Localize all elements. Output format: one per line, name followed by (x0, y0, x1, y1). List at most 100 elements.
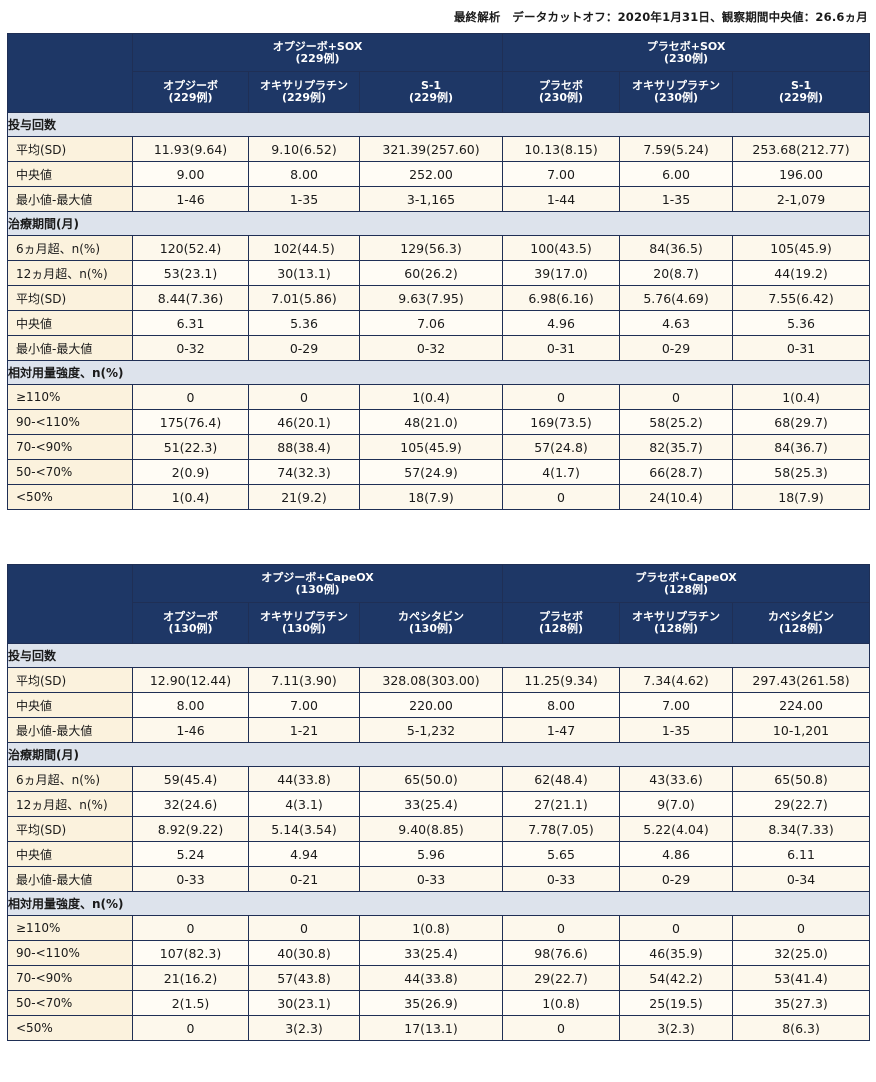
table-cell: 6.00 (619, 161, 734, 187)
table-row: 平均(SD) 12.90(12.44) 7.11(3.90) 328.08(303.0… (7, 667, 871, 693)
table-cell: 17(13.1) (358, 1015, 504, 1041)
table-cell: 297.43(261.58) (732, 667, 871, 693)
row-label: 12ヵ月超、n(%) (7, 791, 133, 817)
table-cell: 175(76.4) (132, 409, 249, 435)
table-cell: 21(16.2) (132, 965, 249, 991)
table-cell: 4.63 (619, 310, 734, 336)
row-label: 70-<90% (7, 965, 133, 991)
table-cell: 8(6.3) (732, 1015, 871, 1041)
table-cell: 44(33.8) (358, 965, 504, 991)
row-label: <50% (7, 484, 133, 510)
column-header: カペシタビン (130例) (358, 602, 504, 644)
table-cell: 1(0.4) (732, 384, 871, 410)
table-cell: 4.86 (619, 841, 734, 867)
table-cell: 0 (132, 1015, 249, 1041)
table-cell: 8.44(7.36) (132, 285, 249, 311)
table-cell: 4(1.7) (502, 459, 621, 485)
table-cell: 58(25.2) (619, 409, 734, 435)
section-header-row: 相対用量強度、n(%) (6, 891, 871, 916)
table-row: 最小値-最大値 1-46 1-35 3-1,165 1-44 1-35 2-1,079 (7, 186, 871, 212)
table-cell: 51(22.3) (132, 434, 249, 460)
table-row: 中央値 9.00 8.00 252.00 7.00 6.00 196.00 (7, 161, 871, 187)
table-row: ≥110% 0 0 1(0.4) 0 0 1(0.4) (7, 384, 871, 410)
table-cell: 0-29 (619, 866, 734, 892)
table-cell: 9(7.0) (619, 791, 734, 817)
table-cell: 0-34 (732, 866, 871, 892)
analysis-caption: 最終解析 データカットオフ：2020年1月31日、観察期間中央値：26.6ヵ月 (453, 10, 868, 24)
table-cell: 1-47 (502, 717, 621, 743)
table-cell: 44(19.2) (732, 260, 871, 286)
table-cell: 35(26.9) (358, 990, 504, 1016)
table-cell: 25(19.5) (619, 990, 734, 1016)
table-cell: 252.00 (358, 161, 504, 187)
table-cell: 9.40(8.85) (358, 816, 504, 842)
section-title: 相対用量強度、n(%) (6, 360, 871, 385)
row-label: 90-<110% (7, 409, 133, 435)
row-label: 50-<70% (7, 990, 133, 1016)
table-cell: 82(35.7) (619, 434, 734, 460)
table-cell: 48(21.0) (358, 409, 504, 435)
table-cell: 1(0.8) (502, 990, 621, 1016)
table-cell: 0 (619, 384, 734, 410)
table-cell: 57(24.8) (502, 434, 621, 460)
table-cell: 33(25.4) (358, 791, 504, 817)
row-label: 中央値 (7, 841, 133, 867)
table-cell: 5.65 (502, 841, 621, 867)
table-cell: 7.06 (358, 310, 504, 336)
table-cell: 18(7.9) (358, 484, 504, 510)
table-row: 中央値 6.31 5.36 7.06 4.96 4.63 5.36 (7, 310, 871, 336)
table-cell: 9.00 (132, 161, 249, 187)
section-header-row: 治療期間(月) (6, 211, 871, 236)
table-cell: 0 (132, 384, 249, 410)
table-cell: 107(82.3) (132, 940, 249, 966)
section-title: 投与回数 (6, 112, 871, 137)
table-cell: 39(17.0) (502, 260, 621, 286)
row-label: 70-<90% (7, 434, 133, 460)
table-row: 中央値 8.00 7.00 220.00 8.00 7.00 224.00 (7, 692, 871, 718)
column-header: S-1 (229例) (732, 71, 871, 113)
row-label: 中央値 (7, 310, 133, 336)
group-header-row: オプジーボ+CapeOX (130例) プラセボ+CapeOX (128例) (7, 564, 871, 644)
table-cell: 35(27.3) (732, 990, 871, 1016)
table-row: 最小値-最大値 0-33 0-21 0-33 0-33 0-29 0-34 (7, 866, 871, 892)
column-header: カペシタビン (128例) (732, 602, 871, 644)
row-label: 最小値-最大値 (7, 335, 133, 361)
table-cell: 9.63(7.95) (358, 285, 504, 311)
table-cell: 6.11 (732, 841, 871, 867)
table-cell: 54(42.2) (619, 965, 734, 991)
table-cell: 5.76(4.69) (619, 285, 734, 311)
table-cell: 7.78(7.05) (502, 816, 621, 842)
table-cell: 1(0.4) (358, 384, 504, 410)
table-cell: 40(30.8) (248, 940, 360, 966)
table-cell: 24(10.4) (619, 484, 734, 510)
table-body: 投与回数 平均(SD) 12.90(12.44) 7.11(3.90) 328.08(3… (6, 643, 871, 1041)
table-cell: 0-29 (248, 335, 360, 361)
table-row: 最小値-最大値 0-32 0-29 0-32 0-31 0-29 0-31 (7, 335, 871, 361)
table-cell: 321.39(257.60) (358, 136, 504, 162)
table-cell: 0-29 (619, 335, 734, 361)
row-label: 最小値-最大値 (7, 717, 133, 743)
table-row: 70-<90% 21(16.2) 57(43.8) 44(33.8) 29(22.7) 5… (7, 965, 871, 991)
table-cell: 30(13.1) (248, 260, 360, 286)
column-header: S-1 (229例) (358, 71, 504, 113)
table-cell: 68(29.7) (732, 409, 871, 435)
table-cell: 11.25(9.34) (502, 667, 621, 693)
table-cell: 7.34(4.62) (619, 667, 734, 693)
table-cell: 5.22(4.04) (619, 816, 734, 842)
row-label: ≥110% (7, 915, 133, 941)
table-cell: 66(28.7) (619, 459, 734, 485)
row-label: 中央値 (7, 161, 133, 187)
table-cell: 0 (248, 915, 360, 941)
table-cell: 27(21.1) (502, 791, 621, 817)
table-cell: 5.36 (732, 310, 871, 336)
table-cell: 129(56.3) (358, 235, 504, 261)
table-cell: 6.98(6.16) (502, 285, 621, 311)
table-cell: 46(20.1) (248, 409, 360, 435)
table-cell: 0 (502, 915, 621, 941)
table-cell: 88(38.4) (248, 434, 360, 460)
table-row: 最小値-最大値 1-46 1-21 5-1,232 1-47 1-35 10-1,201 (7, 717, 871, 743)
table-cell: 0-33 (132, 866, 249, 892)
table-row: 中央値 5.24 4.94 5.96 5.65 4.86 6.11 (7, 841, 871, 867)
table-cell: 2(0.9) (132, 459, 249, 485)
column-header: オプジーボ (130例) (132, 602, 249, 644)
